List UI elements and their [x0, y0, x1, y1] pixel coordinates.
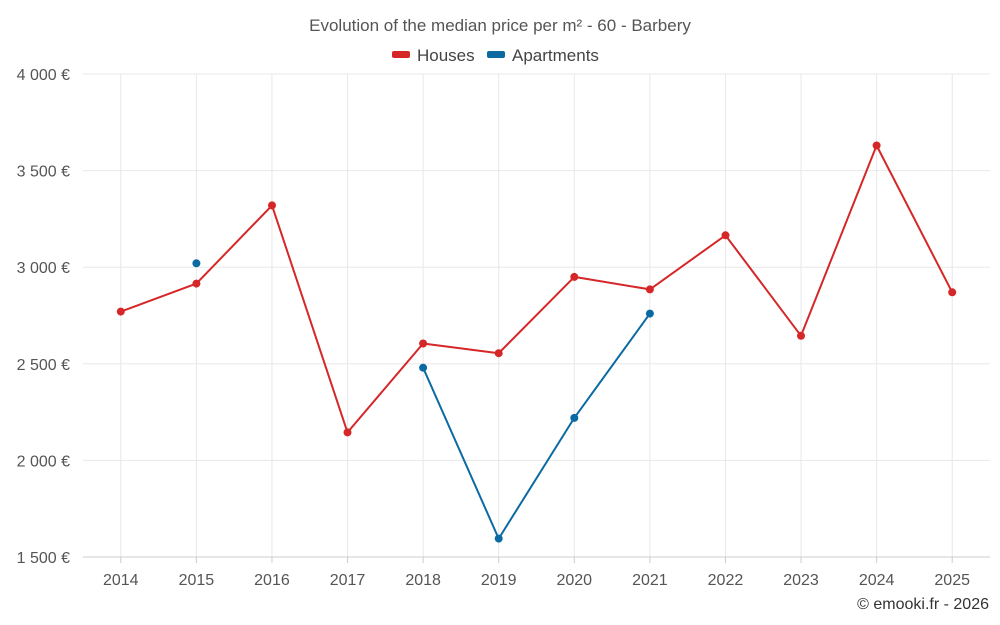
series-line-apartments: [422, 313, 651, 540]
y-tick-label: 4 000 €: [17, 67, 70, 84]
data-point-houses[interactable]: [948, 288, 957, 297]
data-point-apartments[interactable]: [419, 363, 428, 372]
data-point-houses[interactable]: [494, 349, 503, 358]
x-tick-label: 2021: [632, 572, 668, 589]
x-tick-label: 2024: [859, 572, 895, 589]
data-point-houses[interactable]: [268, 201, 276, 210]
y-tick-label: 2 500 €: [17, 357, 70, 374]
data-point-houses[interactable]: [192, 279, 201, 288]
legend-item-houses[interactable]: Houses: [392, 46, 475, 65]
data-point-houses[interactable]: [116, 307, 125, 316]
legend-label-houses: Houses: [417, 46, 475, 65]
series-line-houses: [120, 144, 954, 434]
x-tick-label: 2025: [934, 572, 970, 589]
legend-swatch-apartments: [487, 51, 505, 58]
x-tick-label: 2020: [556, 572, 592, 589]
x-tick-label: 2023: [783, 572, 819, 589]
data-point-houses[interactable]: [721, 231, 730, 240]
data-point-houses[interactable]: [645, 285, 654, 294]
y-tick-label: 3 000 €: [17, 260, 70, 277]
x-tick-label: 2019: [481, 572, 517, 589]
credit-text: © emooki.fr - 2026: [857, 596, 989, 613]
x-tick-label: 2014: [103, 572, 139, 589]
chart-title: Evolution of the median price per m² - 6…: [309, 16, 691, 35]
legend-label-apartments: Apartments: [512, 46, 599, 65]
y-tick-label: 3 500 €: [17, 164, 70, 181]
data-point-apartments[interactable]: [494, 534, 503, 543]
legend-item-apartments[interactable]: Apartments: [487, 46, 599, 65]
data-point-houses[interactable]: [872, 141, 881, 150]
legend-swatch-houses: [392, 51, 410, 58]
data-point-houses[interactable]: [570, 272, 579, 281]
data-point-houses[interactable]: [343, 428, 352, 437]
x-tick-label: 2018: [405, 572, 441, 589]
y-tick-label: 2 000 €: [17, 453, 70, 470]
x-tick-label: 2017: [330, 572, 366, 589]
data-point-houses[interactable]: [419, 339, 428, 348]
data-point-houses[interactable]: [797, 331, 805, 340]
data-point-apartments[interactable]: [645, 309, 654, 318]
x-tick-label: 2016: [254, 572, 290, 589]
legend: Houses Apartments: [392, 46, 599, 65]
axes: 1 500 € 2 000 € 2 500 € 3 000 € 3 500 € 4 000…: [17, 67, 990, 589]
data-point-apartments[interactable]: [192, 259, 201, 268]
data-point-apartments[interactable]: [570, 413, 579, 422]
y-tick-label: 1 500 €: [17, 550, 70, 567]
x-tick-label: 2022: [708, 572, 744, 589]
series: [116, 141, 957, 543]
x-tick-label: 2015: [179, 572, 215, 589]
